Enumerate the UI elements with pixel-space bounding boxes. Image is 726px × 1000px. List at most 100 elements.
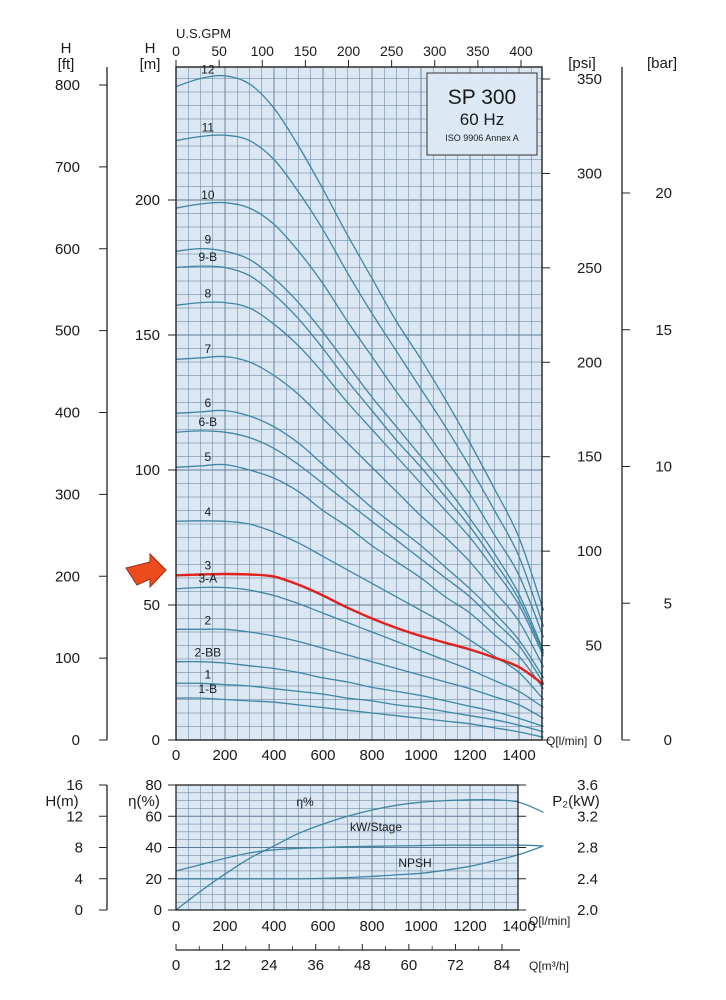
m3h-tick-label: 72: [447, 957, 464, 974]
m3h-tick-label: 48: [354, 957, 371, 974]
ft-tick-label: 500: [55, 323, 80, 340]
m-tick-label: 100: [135, 462, 160, 479]
ft-tick-label: 800: [55, 77, 80, 94]
q-tick-label: 600: [310, 918, 335, 935]
curve-5: [175, 463, 545, 690]
m3h-tick-label: 12: [214, 957, 231, 974]
title-standard: ISO 9906 Annex A: [445, 133, 519, 143]
curve-label-3: 3: [205, 558, 212, 572]
efficiency-plot-frame: [175, 784, 519, 911]
curve-label-1: 1: [205, 667, 212, 681]
curve-7: [175, 355, 545, 668]
curve-label-10: 10: [201, 188, 215, 202]
curve-kw-stage: [175, 844, 544, 872]
curve-9-B: [175, 265, 545, 654]
h-small-tick-label: 12: [66, 808, 83, 825]
q-m3h-axis-label: Q[m³/h]: [529, 959, 569, 973]
q-tick-label: 1000: [404, 918, 437, 935]
psi-tick-label: 250: [577, 260, 602, 277]
psi-tick-label: 150: [577, 449, 602, 466]
psi-tick-label: 200: [577, 354, 602, 371]
curve-stage-labels: 12 11 10 9 9-B 8 7 6 6-B 5 4 33-A 2 2-BB 11-B: [195, 63, 222, 697]
curve-label-9: 9: [205, 233, 212, 247]
q-tick-label: 1200: [453, 747, 486, 764]
psi-tick-label: 350: [577, 71, 602, 88]
m3h-tick-label: 60: [401, 957, 418, 974]
psi-tick-label: 0: [594, 732, 602, 749]
q-tick-label: 400: [261, 747, 286, 764]
ft-axis-label-unit: [ft]: [58, 56, 75, 73]
curve-label: NPSH: [398, 856, 431, 870]
psi-tick-label: 300: [577, 165, 602, 182]
q-tick-label: 800: [359, 918, 384, 935]
bar-axis-label: [bar]: [647, 55, 677, 72]
m-tick-label: 0: [152, 732, 160, 749]
q-tick-label: 1200: [453, 918, 486, 935]
q-tick-label: 800: [359, 747, 384, 764]
eta-tick-label: 40: [145, 840, 162, 857]
curve-8: [175, 301, 545, 657]
curve-2-BB: [175, 660, 544, 728]
curve-6-B: [175, 430, 545, 684]
p2-tick-label: 2.0: [577, 902, 598, 919]
p2-tick-label: 3.2: [577, 808, 598, 825]
curve-label-6-B: 6-B: [199, 415, 218, 429]
curve-label: η%: [296, 795, 314, 809]
ft-tick-label: 400: [55, 405, 80, 422]
curve-label-11: 11: [202, 121, 215, 135]
axis-unit-labels: U.S.GPM H [ft] H [m] [psi] [bar] Q[l/min…: [45, 26, 677, 973]
curve-label-5: 5: [205, 450, 212, 464]
m3h-tick-label: 24: [261, 957, 278, 974]
eta-tick-label: 60: [145, 808, 162, 825]
main-plot-grid: [175, 67, 542, 741]
highlight-arrow-icon: [125, 552, 167, 589]
psi-tick-label: 100: [577, 543, 602, 560]
curve-12: [175, 74, 545, 611]
h-axis-label-small: H(m): [45, 793, 78, 810]
h-small-tick-label: 0: [75, 902, 83, 919]
curve-4: [175, 520, 544, 700]
ft-tick-label: 100: [55, 650, 80, 667]
curve-label-3-A: 3-A: [199, 571, 218, 585]
usgpm-tick-label: 200: [337, 43, 361, 59]
m3h-tick-label: 84: [494, 957, 511, 974]
h-small-tick-label: 8: [75, 840, 83, 857]
curve-label-12: 12: [201, 63, 215, 77]
curve-label: kW/Stage: [350, 820, 402, 834]
eta-tick-label: 0: [154, 902, 162, 919]
curve-label-8: 8: [205, 287, 212, 301]
curve-2: [176, 628, 544, 719]
m3h-tick-label: 36: [307, 957, 324, 974]
q-tick-label: 200: [212, 747, 237, 764]
bar-tick-label: 15: [655, 322, 672, 339]
eta-axis-label: η(%): [128, 793, 160, 810]
head-curves: [175, 74, 545, 738]
curve-label-2: 2: [205, 613, 212, 627]
ft-tick-label: 600: [55, 241, 80, 258]
q-tick-label: 1000: [404, 747, 437, 764]
curve-11: [175, 134, 545, 627]
usgpm-tick-label: 300: [423, 43, 447, 59]
q-tick-label: 0: [172, 747, 180, 764]
curve-3: [175, 572, 545, 686]
m-axis-label-unit: [m]: [140, 56, 161, 73]
curve-label-6: 6: [205, 396, 212, 410]
q-axis-label-main: Q[l/min]: [546, 734, 587, 748]
usgpm-tick-label: 100: [251, 43, 275, 59]
title-model: SP 300: [448, 86, 517, 109]
eta-tick-label: 20: [145, 871, 162, 888]
curve--: [175, 798, 544, 911]
curve-npsh: [176, 845, 544, 880]
usgpm-tick-label: 150: [294, 43, 318, 59]
m-tick-label: 150: [135, 327, 160, 344]
eta-tick-label: 80: [145, 777, 162, 794]
p2-tick-label: 2.8: [577, 840, 598, 857]
h-small-tick-label: 16: [66, 777, 83, 794]
m3h-tick-label: 0: [172, 957, 180, 974]
curve-label-1-B: 1-B: [199, 682, 218, 696]
main-plot-frame: [175, 66, 543, 741]
ft-tick-label: 200: [55, 568, 80, 585]
curve-label-7: 7: [205, 342, 212, 356]
usgpm-tick-label: 350: [466, 43, 490, 59]
